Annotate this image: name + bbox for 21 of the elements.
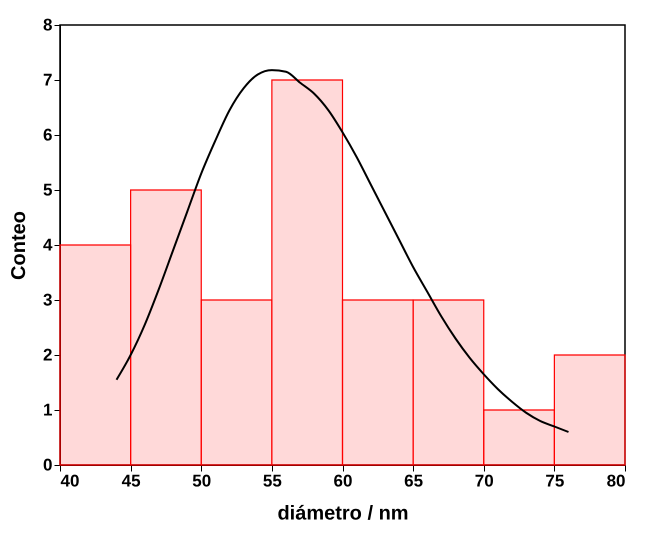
x-tick-label: 55 <box>262 472 282 490</box>
y-tick-label: 7 <box>43 70 52 90</box>
y-tick-label: 6 <box>43 126 52 144</box>
x-tick-label: 80 <box>606 472 626 490</box>
y-tick-label: 5 <box>43 180 52 200</box>
x-tick-label: 50 <box>192 472 212 490</box>
y-tick-label: 1 <box>43 400 52 420</box>
x-tick-label: 40 <box>60 472 80 490</box>
y-tick-label: 4 <box>43 236 54 254</box>
x-tick-label: 60 <box>334 472 352 490</box>
x-tick-label: 75 <box>545 472 564 490</box>
y-tick-label: 8 <box>43 16 52 34</box>
x-tick-label: 65 <box>404 472 424 490</box>
line-series <box>116 69 570 433</box>
y-tick-label: 2 <box>43 346 52 364</box>
y-tick-label: 0 <box>43 456 52 474</box>
y-tick-label: 3 <box>43 290 52 310</box>
y-axis-title: Conteo <box>8 211 30 280</box>
x-tick-label: 70 <box>474 472 494 490</box>
x-axis-title: diámetro / nm <box>277 502 409 524</box>
x-tick-label: 45 <box>122 472 141 490</box>
